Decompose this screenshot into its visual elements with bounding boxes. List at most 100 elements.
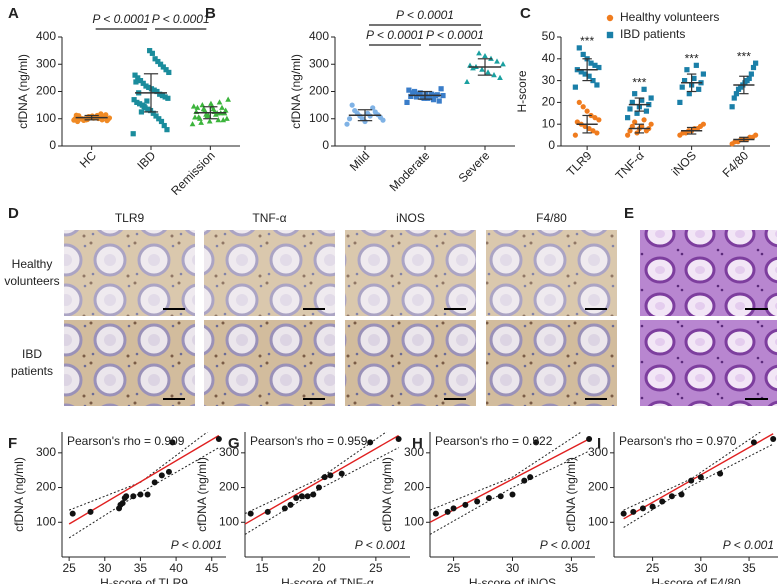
y-tick-label: 100	[404, 514, 424, 528]
x-axis-label: H-score of TLR9	[100, 576, 188, 584]
point	[700, 121, 706, 127]
column-header: TNF-α	[252, 211, 286, 225]
point	[476, 50, 482, 56]
point	[464, 78, 470, 85]
point	[648, 95, 654, 101]
point	[485, 494, 492, 501]
y-axis-label: cfDNA (ng/ml)	[16, 54, 30, 129]
point	[641, 86, 647, 92]
point	[216, 99, 223, 105]
point	[157, 61, 164, 67]
bracket-label: P < 0.0001	[426, 28, 484, 42]
point	[143, 83, 149, 89]
point	[151, 479, 158, 486]
y-tick-label: 0	[548, 138, 555, 152]
column-header: iNOS	[396, 211, 425, 225]
point	[203, 111, 209, 117]
point	[750, 64, 757, 71]
plot-area	[430, 432, 593, 535]
point	[693, 62, 699, 68]
point	[632, 119, 638, 125]
legend-label: IBD patients	[620, 27, 685, 41]
point	[165, 95, 171, 101]
point	[206, 118, 213, 124]
point	[582, 123, 588, 129]
point	[321, 474, 328, 481]
point	[679, 84, 685, 90]
x-tick-label: 35	[565, 561, 579, 575]
point	[697, 474, 704, 481]
point	[436, 98, 442, 104]
y-tick-label: 20	[542, 95, 556, 109]
point	[731, 95, 737, 101]
x-tick-label: Moderate	[387, 148, 433, 194]
legend-marker	[606, 31, 614, 39]
point	[161, 122, 167, 129]
point	[198, 119, 204, 125]
micrograph	[345, 230, 476, 316]
point	[138, 109, 145, 115]
confidence-band	[623, 432, 762, 511]
x-tick-label: F4/80	[720, 148, 752, 180]
point	[678, 491, 685, 498]
point	[649, 503, 656, 510]
point	[643, 108, 650, 114]
point	[130, 131, 136, 137]
point	[700, 71, 706, 77]
fit-line	[68, 434, 220, 525]
point	[444, 508, 451, 515]
y-tick-label: 300	[309, 56, 329, 70]
point	[298, 493, 305, 500]
point	[293, 494, 300, 501]
point	[150, 110, 156, 116]
x-tick-label: 35	[134, 561, 148, 575]
plot-area	[245, 432, 402, 535]
panel-label: I	[597, 435, 601, 452]
point	[406, 87, 412, 93]
point	[151, 87, 157, 93]
point	[247, 510, 254, 517]
point	[677, 99, 683, 105]
point	[494, 58, 500, 64]
bracket-label: P < 0.0001	[366, 28, 424, 42]
y-tick-label: 50	[542, 29, 556, 43]
point	[594, 82, 600, 88]
point	[684, 67, 690, 73]
y-tick-label: 40	[542, 51, 556, 65]
point	[315, 484, 322, 491]
x-tick-label: 15	[255, 561, 269, 575]
point	[158, 118, 165, 125]
point	[423, 91, 429, 97]
y-tick-label: 300	[404, 445, 424, 459]
point	[131, 97, 137, 103]
y-tick-label: 30	[542, 73, 556, 87]
panel-label: G	[228, 435, 240, 452]
point	[590, 78, 596, 84]
point	[750, 439, 757, 446]
micrograph	[64, 320, 195, 406]
point	[367, 439, 374, 446]
point	[344, 121, 350, 127]
y-tick-label: 100	[219, 514, 239, 528]
point	[574, 119, 580, 125]
x-axis-label: H-score of iNOS	[469, 576, 556, 584]
point	[189, 121, 196, 127]
bracket-label: P < 0.0001	[152, 12, 210, 26]
point	[770, 435, 777, 442]
point	[304, 493, 311, 500]
y-tick-label: 10	[542, 116, 556, 130]
point	[627, 106, 633, 112]
point	[634, 110, 640, 116]
stat-label: Pearson's rho = 0.959	[250, 434, 368, 448]
point	[620, 510, 627, 517]
point	[136, 101, 143, 107]
point	[639, 123, 645, 129]
point	[584, 108, 590, 114]
point	[648, 121, 654, 127]
x-tick-label: 25	[646, 561, 660, 575]
stat-label: Pearson's rho = 0.909	[67, 434, 185, 448]
confidence-band	[245, 447, 399, 535]
point	[746, 75, 752, 82]
x-axis-label: H-score of TNF-α	[281, 576, 374, 584]
